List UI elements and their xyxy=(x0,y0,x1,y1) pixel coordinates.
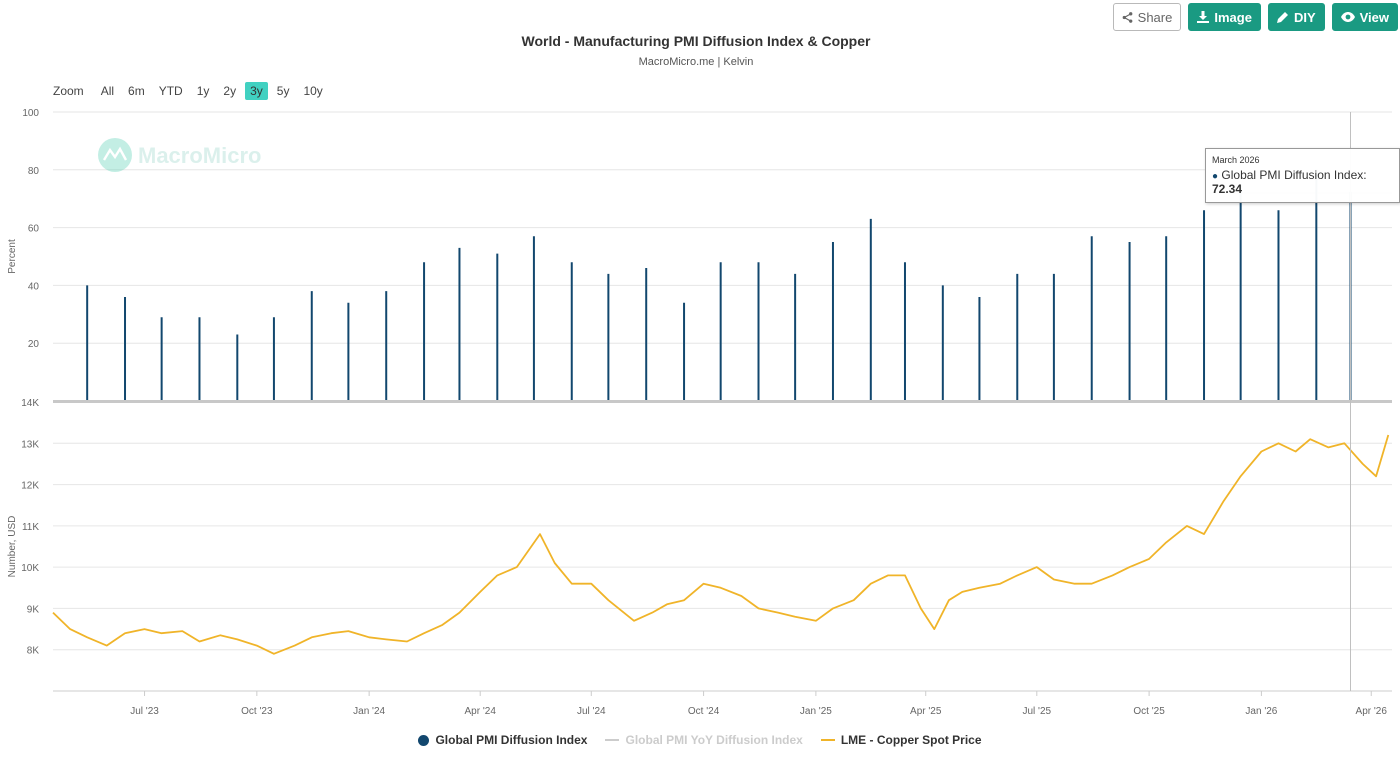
pmi-y-tick-label: 60 xyxy=(28,224,40,235)
x-tick-label: Jan '26 xyxy=(1245,706,1277,717)
share-label: Share xyxy=(1137,9,1173,25)
watermark-text: MacroMicro xyxy=(138,143,261,168)
legend-item-pmi-yoy[interactable]: Global PMI YoY Diffusion Index xyxy=(605,733,803,747)
toolbar: Share Image DIY View xyxy=(1112,3,1398,31)
pmi-y-tick-label: 20 xyxy=(28,339,40,350)
image-button[interactable]: Image xyxy=(1188,3,1261,31)
share-icon xyxy=(1122,11,1133,23)
tooltip-value: 72.34 xyxy=(1212,182,1243,196)
zoom-label: Zoom xyxy=(53,84,84,98)
view-label: View xyxy=(1359,9,1389,25)
watermark-icon xyxy=(98,138,132,172)
x-tick-label: Apr '26 xyxy=(1356,706,1388,717)
legend-line-icon xyxy=(820,739,835,741)
image-label: Image xyxy=(1214,9,1252,25)
zoom-2y-button[interactable]: 2y xyxy=(223,84,237,98)
legend-label: LME - Copper Spot Price xyxy=(840,733,982,747)
legend-label: Global PMI YoY Diffusion Index xyxy=(625,733,803,747)
copper-y-tick-label: 8K xyxy=(27,646,40,657)
copper-y-tick-label: 10K xyxy=(21,563,39,574)
watermark-logo: MacroMicro xyxy=(98,138,261,172)
pencil-icon xyxy=(1276,11,1289,23)
copper-y-axis-title: Number, USD xyxy=(7,516,18,578)
chart-title: World - Manufacturing PMI Diffusion Inde… xyxy=(521,33,871,49)
copper-price-line xyxy=(52,434,1390,655)
share-button[interactable]: Share xyxy=(1112,3,1182,31)
tooltip-series-dot: ● xyxy=(1212,171,1219,182)
zoom-all-button[interactable]: All xyxy=(100,84,115,98)
panel-divider xyxy=(53,400,1392,403)
copper-y-tick-label: 9K xyxy=(27,604,40,615)
x-tick-label: Apr '24 xyxy=(465,706,497,717)
diy-button[interactable]: DIY xyxy=(1267,3,1325,31)
x-tick-label: Oct '24 xyxy=(688,706,720,717)
tooltip-row: ● Global PMI Diffusion Index: 72.34 xyxy=(1212,168,1367,196)
legend-label: Global PMI Diffusion Index xyxy=(435,733,588,747)
x-tick-label: Jan '25 xyxy=(800,706,832,717)
zoom-selector: Zoom All 6m YTD 1y 2y 3y 5y 10y xyxy=(53,82,332,100)
zoom-5y-button[interactable]: 5y xyxy=(276,84,290,98)
diy-label: DIY xyxy=(1293,9,1316,25)
chart-subtitle: MacroMicro.me | Kelvin xyxy=(638,56,754,68)
watermark-icon-mark xyxy=(102,146,128,161)
x-tick-label: Apr '25 xyxy=(910,706,942,717)
view-button[interactable]: View xyxy=(1331,3,1398,31)
x-tick-label: Jul '24 xyxy=(577,706,606,717)
chart-legend: Global PMI Diffusion Index Global PMI Yo… xyxy=(0,733,1400,747)
copper-y-tick-label: 12K xyxy=(21,481,39,492)
x-tick-label: Jan '24 xyxy=(353,706,385,717)
pmi-y-axis-title: Percent xyxy=(7,239,18,274)
zoom-3y-button[interactable]: 3y xyxy=(245,82,268,100)
zoom-ytd-button[interactable]: YTD xyxy=(158,84,183,98)
pmi-y-tick-label: 100 xyxy=(22,108,39,119)
zoom-10y-button[interactable]: 10y xyxy=(303,84,323,98)
x-tick-label: Jul '23 xyxy=(130,706,159,717)
x-tick-label: Jul '25 xyxy=(1023,706,1052,717)
zoom-6m-button[interactable]: 6m xyxy=(128,84,145,98)
legend-item-pmi[interactable]: Global PMI Diffusion Index xyxy=(418,733,587,747)
zoom-1y-button[interactable]: 1y xyxy=(196,84,210,98)
pmi-y-tick-label: 80 xyxy=(28,166,40,177)
tooltip-date: March 2026 xyxy=(1212,155,1260,165)
x-tick-label: Oct '23 xyxy=(241,706,273,717)
tooltip-series-name: Global PMI Diffusion Index xyxy=(1221,168,1364,182)
eye-icon xyxy=(1340,12,1355,22)
copper-y-tick-label: 14K xyxy=(21,398,39,409)
chart-tooltip: March 2026 ● Global PMI Diffusion Index:… xyxy=(1205,148,1400,203)
legend-item-copper[interactable]: LME - Copper Spot Price xyxy=(820,733,982,747)
copper-y-tick-label: 11K xyxy=(22,522,39,533)
legend-dot-icon xyxy=(418,734,430,746)
pmi-y-tick-label: 40 xyxy=(28,281,40,292)
x-tick-label: Oct '25 xyxy=(1133,706,1165,717)
copper-y-tick-label: 13K xyxy=(21,439,39,450)
download-icon xyxy=(1197,11,1210,23)
legend-line-icon xyxy=(605,739,620,741)
